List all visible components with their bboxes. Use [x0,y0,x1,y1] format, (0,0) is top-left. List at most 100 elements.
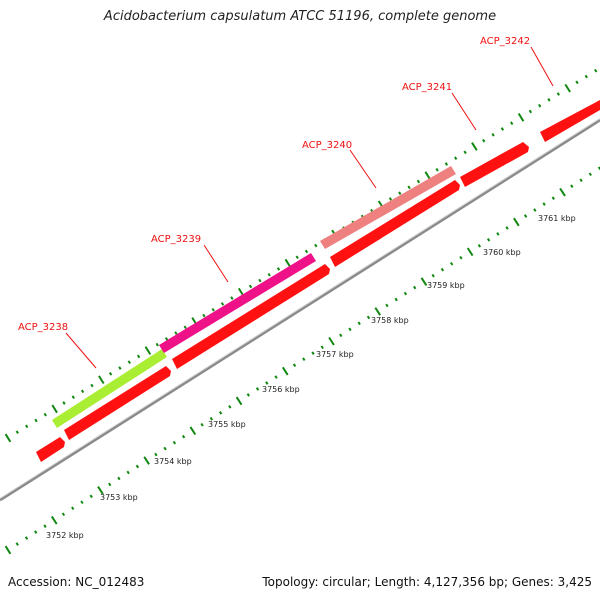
minor-tick [248,284,253,289]
minor-tick [556,92,560,96]
major-tick [235,396,243,406]
minor-tick [542,202,546,206]
minor-tick [533,208,537,212]
minor-tick [500,127,505,131]
minor-tick [357,321,361,326]
minor-tick [547,98,551,102]
minor-tick [594,68,598,73]
major-tick [284,258,292,268]
minor-tick [496,232,500,236]
minor-tick [274,375,278,379]
gene-arrow [36,437,65,462]
kbp-label: 3761 kbp [538,214,576,223]
minor-tick [154,452,158,457]
gene-row-colored [52,166,456,428]
minor-tick [230,296,234,300]
minor-tick [584,74,588,79]
minor-tick [202,313,206,318]
minor-tick [413,285,417,290]
minor-tick [163,446,167,451]
minor-tick [183,325,187,330]
minor-tick [482,138,486,143]
major-tick [98,375,105,385]
minor-tick [90,383,94,388]
minor-tick [388,197,393,201]
minor-tick [570,184,574,188]
minor-tick [43,524,47,528]
minor-tick [15,542,19,546]
major-tick [471,142,478,151]
kbp-label: 3759 kbp [427,281,465,290]
minor-tick [118,366,122,370]
minor-tick [575,80,579,85]
leader-acp3242 [530,46,554,87]
minor-tick [292,363,297,367]
minor-tick [246,393,250,397]
minor-tick [265,381,269,385]
minor-tick [71,395,75,400]
major-tick [513,217,520,227]
minor-tick [348,327,352,332]
minor-tick [181,434,186,439]
kbp-label: 3756 kbp [262,385,300,394]
minor-tick [416,179,421,184]
leader-acp3241 [451,92,477,131]
kbp-label: 3753 kbp [100,493,138,502]
minor-tick [200,422,204,427]
minor-tick [117,476,121,481]
minor-tick [579,178,583,183]
kbp-label: 3757 kbp [316,350,354,359]
minor-tick [486,238,491,242]
minor-tick [295,255,299,260]
minor-tick [258,278,262,283]
minor-tick [255,387,260,391]
minor-tick [366,315,371,320]
kbp-label: 3755 kbp [208,420,246,429]
minor-tick [314,243,318,248]
major-tick [97,486,104,495]
gene-label: ACP_3242 [480,36,530,47]
minor-tick [108,372,113,376]
minor-tick [505,226,509,230]
minor-tick [523,214,528,218]
gene-label: ACP_3241 [402,82,452,93]
kbp-label: 3758 kbp [371,316,409,325]
minor-tick [320,345,324,350]
minor-tick [510,121,514,126]
minor-tick [339,333,343,338]
minor-tick [302,357,306,361]
major-tick [50,515,58,525]
minor-tick [172,440,177,445]
major-tick [144,346,152,355]
gene-label-leaders [65,46,554,369]
minor-tick [80,500,84,505]
minor-tick [538,103,542,108]
minor-tick [463,150,467,155]
major-tick [374,307,382,316]
minor-tick [449,261,454,266]
minor-tick [304,249,309,254]
gene-label: ACP_3239 [151,234,201,245]
minor-tick [440,267,445,272]
gene-label: ACP_3240 [302,140,352,151]
kbp-label: 3754 kbp [154,457,192,466]
minor-tick [276,267,281,271]
major-tick [424,171,431,181]
gene-arrow [330,180,460,267]
kbp-label: 3760 kbp [483,248,521,257]
minor-tick [431,273,435,278]
tick-row-lower [4,166,600,555]
major-tick [281,366,289,376]
minor-tick [385,303,389,308]
minor-tick [528,109,533,114]
gene-arrow [172,264,330,369]
major-tick [4,433,12,443]
minor-tick [155,342,159,347]
major-tick [517,112,525,122]
minor-tick [71,506,75,511]
genome-backbone-highlight [0,118,600,499]
minor-tick [89,494,93,499]
minor-tick [135,464,140,469]
minor-tick [435,167,439,172]
